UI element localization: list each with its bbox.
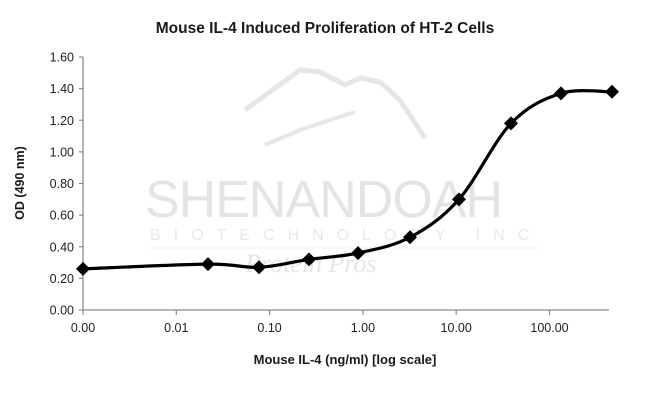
- x-axis-label: Mouse IL-4 (ng/ml) [log scale]: [253, 352, 437, 367]
- y-tick-label: 1.60: [50, 51, 74, 65]
- y-tick-label: 1.20: [50, 114, 74, 128]
- y-axis-ticks: 0.00 0.20 0.40 0.60 0.80 1.00 1.20 1.40 1.60: [50, 51, 83, 318]
- diamond-marker: [403, 230, 417, 245]
- data-markers: [76, 84, 619, 276]
- x-tick-label: 100.00: [530, 321, 568, 335]
- diamond-marker: [504, 116, 518, 131]
- y-tick-label: 1.00: [50, 145, 74, 159]
- diamond-marker: [351, 246, 365, 261]
- data-line: [81, 89, 614, 271]
- y-tick-label: 0.20: [50, 272, 74, 286]
- diamond-marker: [252, 260, 266, 275]
- diamond-marker: [554, 86, 568, 101]
- y-tick-label: 0.40: [50, 240, 74, 254]
- diamond-marker: [76, 261, 90, 276]
- diamond-marker: [201, 257, 215, 272]
- diamond-marker: [452, 192, 466, 207]
- y-tick-label: 0.60: [50, 209, 74, 223]
- x-tick-label: 0.01: [164, 321, 188, 335]
- watermark-subtitle: BIOTECHNOLOGY INC: [150, 227, 542, 244]
- x-tick-label: 0.10: [257, 321, 281, 335]
- watermark-logo: SHENANDOAH BIOTECHNOLOGY INC Protein Pro…: [145, 67, 542, 278]
- y-tick-label: 0.80: [50, 177, 74, 191]
- x-axis-ticks: 0.00 0.01 0.10 1.00 10.00 100.00: [71, 310, 569, 335]
- chart-title: Mouse IL-4 Induced Proliferation of HT-2…: [155, 20, 495, 37]
- x-tick-label: 0.00: [71, 321, 95, 335]
- diamond-marker: [302, 252, 316, 267]
- x-tick-label: 1.00: [351, 321, 375, 335]
- diamond-marker: [605, 84, 619, 99]
- y-tick-label: 1.40: [50, 82, 74, 96]
- x-tick-label: 10.00: [441, 321, 472, 335]
- watermark-company: SHENANDOAH: [145, 171, 502, 229]
- y-tick-label: 0.00: [50, 304, 74, 318]
